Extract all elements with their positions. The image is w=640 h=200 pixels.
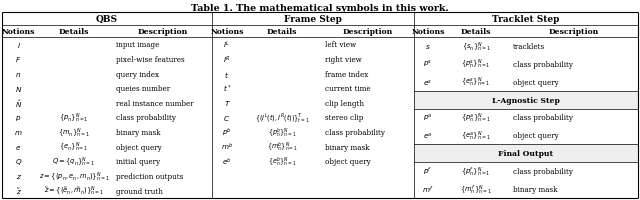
Text: $I^L$: $I^L$ (223, 39, 230, 51)
Text: $\tilde{z}=\{(\tilde{e}_n,\tilde{m}_n)\}_{n=1}^N$: $\tilde{z}=\{(\tilde{e}_n,\tilde{m}_n)\}… (44, 184, 104, 197)
Text: $\mathit{m}$: $\mathit{m}$ (14, 128, 23, 136)
Text: $\{p_n\}_{n=1}^N$: $\{p_n\}_{n=1}^N$ (60, 111, 89, 125)
Text: $\hat{N}$: $\hat{N}$ (15, 98, 22, 109)
Text: $\{e_n^b\}_{n=1}^N$: $\{e_n^b\}_{n=1}^N$ (268, 155, 296, 168)
Text: $\mathit{N}$: $\mathit{N}$ (15, 84, 22, 93)
Text: input image: input image (116, 41, 159, 49)
Text: prediction outputs: prediction outputs (116, 172, 183, 180)
Text: frame index: frame index (325, 70, 369, 78)
Text: Frame Step: Frame Step (284, 15, 342, 24)
Text: $I^R$: $I^R$ (223, 54, 231, 65)
Text: Notions: Notions (2, 28, 35, 36)
Text: $z=\{(p_n,e_n,m_n)\}_{n=1}^N$: $z=\{(p_n,e_n,m_n)\}_{n=1}^N$ (38, 170, 109, 183)
Text: Details: Details (461, 28, 492, 36)
Text: $\mathit{n}$: $\mathit{n}$ (15, 70, 22, 78)
Text: class probability: class probability (116, 114, 176, 122)
Text: current time: current time (325, 85, 371, 93)
Text: class probability: class probability (513, 61, 573, 68)
Text: $\mathit{z}$: $\mathit{z}$ (15, 172, 22, 180)
Text: $m^b$: $m^b$ (221, 141, 233, 153)
Text: $p^f$: $p^f$ (423, 165, 433, 177)
Text: $e^s$: $e^s$ (423, 77, 433, 87)
Text: ground truth: ground truth (116, 187, 163, 195)
Text: $\tilde{z}$: $\tilde{z}$ (15, 186, 22, 196)
Text: $\{p_n^b\}_{n=1}^N$: $\{p_n^b\}_{n=1}^N$ (268, 126, 296, 139)
Text: real instance number: real instance number (116, 99, 194, 107)
Text: pixel-wise features: pixel-wise features (116, 56, 184, 64)
Text: tracklets: tracklets (513, 43, 545, 51)
Text: Description: Description (138, 28, 188, 36)
Text: Description: Description (549, 28, 599, 36)
Text: $\{m_n^f\}_{n=1}^N$: $\{m_n^f\}_{n=1}^N$ (460, 182, 492, 196)
Text: $\{m_n^b\}_{n=1}^N$: $\{m_n^b\}_{n=1}^N$ (266, 140, 298, 154)
Text: $\{e_n\}_{n=1}^N$: $\{e_n\}_{n=1}^N$ (60, 140, 89, 154)
Text: initial query: initial query (116, 158, 160, 166)
Text: class probability: class probability (325, 128, 385, 136)
Text: $p^s$: $p^s$ (423, 59, 433, 70)
Text: $p^b$: $p^b$ (222, 126, 232, 139)
Text: $\mathit{p}$: $\mathit{p}$ (15, 113, 22, 122)
Text: L-Agnostic Step: L-Agnostic Step (492, 96, 560, 104)
Text: $\mathit{e}$: $\mathit{e}$ (15, 143, 22, 151)
Text: $\mathit{Q}$: $\mathit{Q}$ (15, 157, 22, 167)
Text: Notions: Notions (211, 28, 244, 36)
Text: Notions: Notions (412, 28, 445, 36)
Text: right view: right view (325, 56, 362, 64)
Text: $\mathit{t}$: $\mathit{t}$ (225, 69, 230, 79)
Text: left view: left view (325, 41, 356, 49)
Text: $\mathit{T}$: $\mathit{T}$ (223, 99, 230, 108)
Text: QBS: QBS (96, 15, 118, 24)
Text: $\{e_n^s\}_{n=1}^N$: $\{e_n^s\}_{n=1}^N$ (461, 76, 491, 89)
Text: object query: object query (513, 132, 559, 140)
Text: $\{p_n^s\}_{n=1}^N$: $\{p_n^s\}_{n=1}^N$ (461, 58, 491, 71)
Text: $\{p_n^a\}_{n=1}^N$: $\{p_n^a\}_{n=1}^N$ (461, 111, 491, 125)
Text: Description: Description (343, 28, 393, 36)
Text: $\mathit{I}$: $\mathit{I}$ (17, 41, 20, 50)
Text: $\{p_n^f\}_{n=1}^N$: $\{p_n^f\}_{n=1}^N$ (461, 165, 491, 178)
Text: query index: query index (116, 70, 159, 78)
Text: object query: object query (513, 78, 559, 86)
Text: $Q=\{q_n\}_{n=1}^N$: $Q=\{q_n\}_{n=1}^N$ (52, 155, 95, 168)
Text: binary mask: binary mask (116, 128, 161, 136)
Text: $\mathit{F}$: $\mathit{F}$ (15, 55, 22, 64)
Text: binary mask: binary mask (325, 143, 369, 151)
Text: Tracklet Step: Tracklet Step (492, 15, 560, 24)
Text: $e^b$: $e^b$ (222, 156, 232, 167)
Text: $p^a$: $p^a$ (423, 112, 433, 123)
Text: stereo clip: stereo clip (325, 114, 364, 122)
Text: $t^*$: $t^*$ (223, 83, 232, 94)
Bar (414, 145, 638, 162)
Text: queies number: queies number (116, 85, 170, 93)
Text: $e^a$: $e^a$ (423, 131, 433, 141)
Text: clip length: clip length (325, 99, 364, 107)
Text: Table 1. The mathematical symbols in this work.: Table 1. The mathematical symbols in thi… (191, 4, 449, 13)
Text: $\mathit{s}$: $\mathit{s}$ (425, 43, 431, 51)
Text: $\{(I^L(t),I^R(t))\}_{t=1}^T$: $\{(I^L(t),I^R(t))\}_{t=1}^T$ (255, 111, 309, 125)
Text: class probability: class probability (513, 167, 573, 175)
Text: $\{e_n^a\}_{n=1}^N$: $\{e_n^a\}_{n=1}^N$ (461, 129, 491, 142)
Text: $\{m_n\}_{n=1}^N$: $\{m_n\}_{n=1}^N$ (58, 126, 90, 139)
Text: Details: Details (267, 28, 297, 36)
Text: Details: Details (59, 28, 89, 36)
Text: class probability: class probability (513, 114, 573, 122)
Text: binary mask: binary mask (513, 185, 557, 193)
Text: Final Output: Final Output (499, 150, 554, 157)
Text: object query: object query (325, 158, 371, 166)
Text: $\{s_n\}_{n=1}^N$: $\{s_n\}_{n=1}^N$ (461, 40, 490, 53)
Text: $\mathit{C}$: $\mathit{C}$ (223, 113, 230, 122)
Text: $m^f$: $m^f$ (422, 183, 434, 195)
Text: object query: object query (116, 143, 162, 151)
Bar (414, 91, 638, 109)
